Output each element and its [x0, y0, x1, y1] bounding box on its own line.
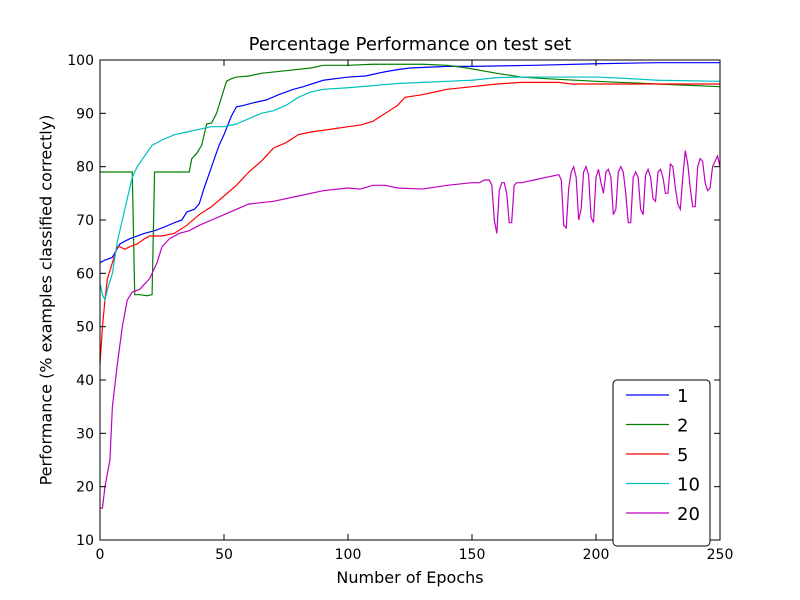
series-line-10: [100, 76, 720, 302]
axis-ticks: 0 50 100 150 200 250 10 20 30 40 50 60 70 80 90 100: [67, 53, 733, 563]
y-tick-label: 30: [76, 426, 94, 442]
y-axis-label: Performance (% examples classified corre…: [36, 114, 56, 486]
x-axis-label: Number of Epochs: [336, 568, 484, 587]
plot-lines: [100, 62, 720, 509]
legend-label-2: 2: [677, 416, 688, 437]
chart-title: Percentage Performance on test set: [248, 34, 572, 55]
y-tick-label: 70: [76, 213, 94, 229]
x-tick-label: 150: [459, 547, 486, 563]
x-tick-label: 200: [583, 547, 610, 563]
legend-label-20: 20: [677, 504, 700, 525]
y-tick-label: 10: [76, 533, 94, 549]
series-line-2: [100, 63, 720, 297]
x-tick-label: 100: [335, 547, 362, 563]
legend-label-1: 1: [677, 386, 688, 407]
legend-label-10: 10: [677, 475, 700, 496]
y-tick-label: 90: [76, 106, 94, 122]
y-tick-label: 20: [76, 480, 94, 496]
series-line-5: [100, 81, 720, 365]
series-line-1: [100, 62, 720, 264]
x-tick-label: 0: [96, 547, 105, 563]
y-tick-label: 40: [76, 373, 94, 389]
legend-label-5: 5: [677, 445, 688, 466]
series-line-20: [100, 150, 720, 509]
y-tick-label: 60: [76, 266, 94, 282]
legend: 1 2 5 10 20: [612, 379, 711, 547]
y-tick-label: 50: [76, 320, 94, 336]
x-tick-label: 50: [215, 547, 233, 563]
plot-frame: [99, 59, 721, 541]
y-tick-label: 100: [67, 53, 94, 69]
y-tick-label: 80: [76, 160, 94, 176]
x-tick-label: 250: [707, 547, 734, 563]
legend-box: [612, 379, 711, 547]
